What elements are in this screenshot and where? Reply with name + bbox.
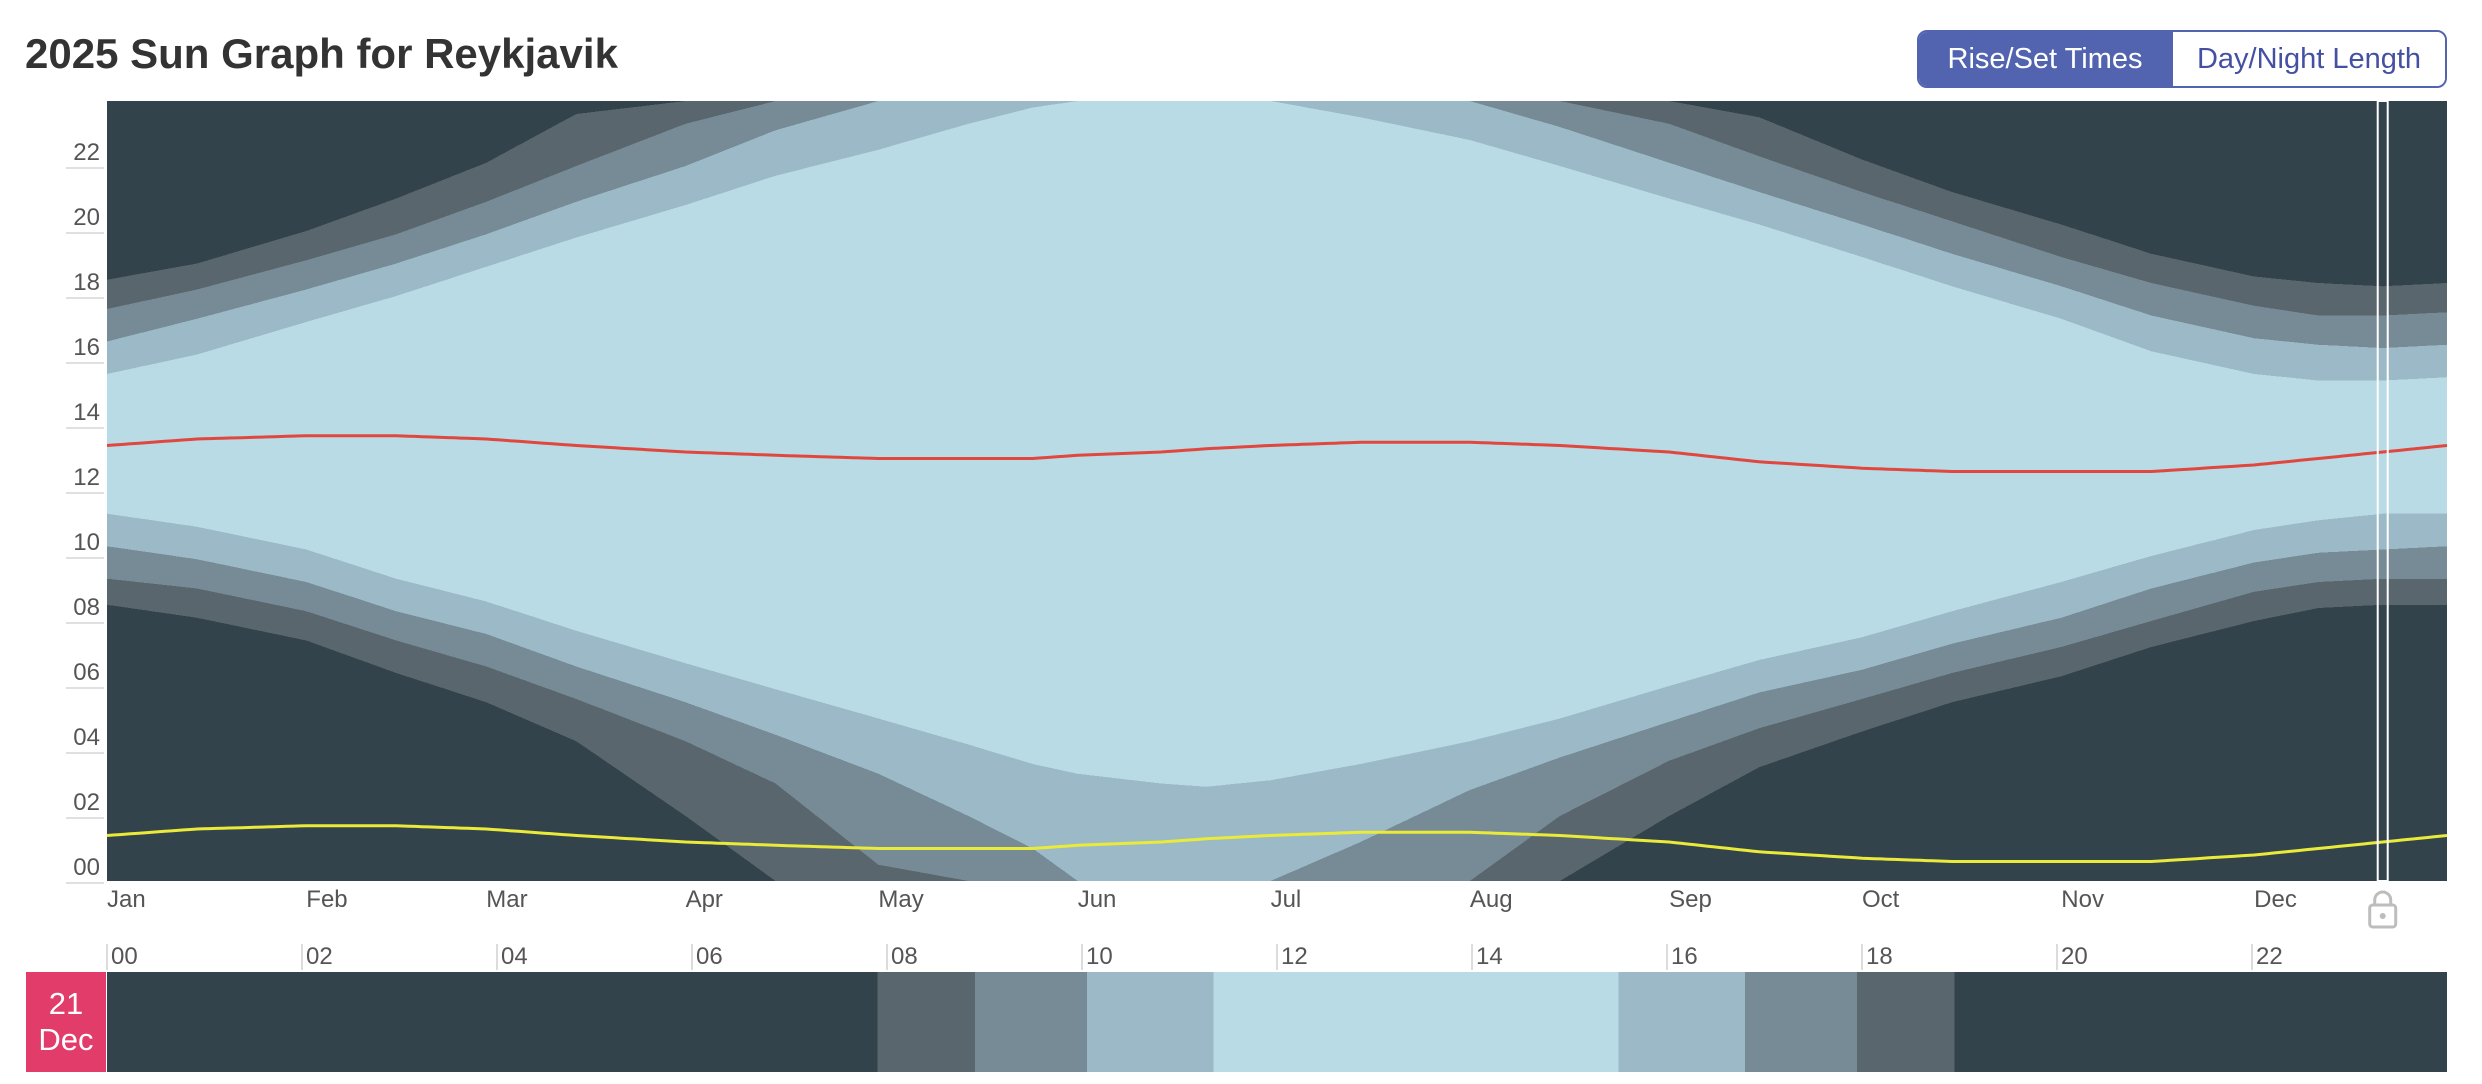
y-tick-label: 20 bbox=[73, 204, 100, 231]
y-tick-label: 18 bbox=[73, 269, 100, 296]
phase-segment-astronomical-twilight bbox=[877, 972, 975, 1072]
selected-month: Dec bbox=[38, 1022, 94, 1057]
y-tick-label: 04 bbox=[73, 724, 100, 751]
y-tick-label: 14 bbox=[73, 399, 100, 426]
hour-tick-label: 08 bbox=[891, 943, 918, 970]
y-tick-label: 12 bbox=[73, 464, 100, 491]
phase-segment-night bbox=[107, 972, 878, 1072]
selected-date-badge: 21 Dec bbox=[26, 972, 106, 1072]
phase-segment-nautical-twilight bbox=[974, 972, 1087, 1072]
page-title: 2025 Sun Graph for Reykjavik bbox=[25, 30, 618, 77]
hour-tick-label: 04 bbox=[501, 943, 528, 970]
selected-day-number: 21 bbox=[48, 986, 84, 1022]
x-tick-label: Jun bbox=[1078, 886, 1117, 913]
x-tick-label: Dec bbox=[2254, 886, 2297, 913]
x-tick-label: Feb bbox=[306, 886, 347, 913]
hour-tick-label: 22 bbox=[2256, 943, 2283, 970]
hour-tick-label: 02 bbox=[306, 943, 333, 970]
lock-icon bbox=[2368, 890, 2398, 929]
phase-segment-night bbox=[1954, 972, 2447, 1072]
sun-graph-chart[interactable]: 00 02 04 06 08 10 12 14 16 18 20 22 Jan Feb Mar Apr May J… bbox=[0, 95, 2482, 965]
hour-tick-label: 20 bbox=[2061, 943, 2088, 970]
phase-segment-astronomical-twilight bbox=[1857, 972, 1955, 1072]
phase-segment-civil-twilight bbox=[1086, 972, 1214, 1072]
y-tick-label: 06 bbox=[73, 659, 100, 686]
hour-tick-label: 12 bbox=[1281, 943, 1308, 970]
x-tick-label: Nov bbox=[2061, 886, 2104, 913]
y-tick-label: 10 bbox=[73, 529, 100, 556]
view-toggle: Rise/Set Times Day/Night Length bbox=[1917, 30, 2447, 88]
solar-midnight-line bbox=[107, 824, 2447, 863]
phase-segment-nautical-twilight bbox=[1745, 972, 1858, 1072]
x-tick-label: Apr bbox=[686, 886, 723, 913]
x-tick-label: Oct bbox=[1862, 886, 1900, 913]
day-light-strip: 00 02 04 06 08 10 12 14 16 18 20 22 bbox=[106, 943, 2447, 1072]
y-tick-label: 16 bbox=[73, 334, 100, 361]
y-tick-label: 00 bbox=[73, 854, 100, 881]
hour-tick-label: 00 bbox=[111, 943, 138, 970]
plot-area bbox=[107, 101, 2447, 881]
hour-tick-label: 16 bbox=[1671, 943, 1698, 970]
phase-segment-civil-twilight bbox=[1618, 972, 1745, 1072]
y-tick-label: 02 bbox=[73, 789, 100, 816]
phase-segment-day bbox=[1213, 972, 1619, 1072]
x-tick-label: May bbox=[878, 886, 923, 913]
rise-set-times-button[interactable]: Rise/Set Times bbox=[1919, 32, 2171, 86]
hour-tick-label: 14 bbox=[1476, 943, 1503, 970]
selected-day-marker bbox=[2376, 100, 2389, 882]
x-tick-label: Sep bbox=[1669, 886, 1712, 913]
day-night-length-button[interactable]: Day/Night Length bbox=[2171, 32, 2445, 86]
y-tick-label: 08 bbox=[73, 594, 100, 621]
x-tick-label: Jul bbox=[1271, 886, 1302, 913]
x-tick-label: Aug bbox=[1470, 886, 1513, 913]
header: 2025 Sun Graph for Reykjavik Rise/Set Ti… bbox=[0, 0, 2482, 100]
x-tick-label: Mar bbox=[486, 886, 527, 913]
hour-tick-label: 06 bbox=[696, 943, 723, 970]
x-tick-label: Jan bbox=[107, 886, 146, 913]
hour-tick-label: 10 bbox=[1086, 943, 1113, 970]
solar-noon-line bbox=[107, 434, 2447, 473]
y-tick-label: 22 bbox=[73, 139, 100, 166]
hour-tick-label: 18 bbox=[1866, 943, 1893, 970]
